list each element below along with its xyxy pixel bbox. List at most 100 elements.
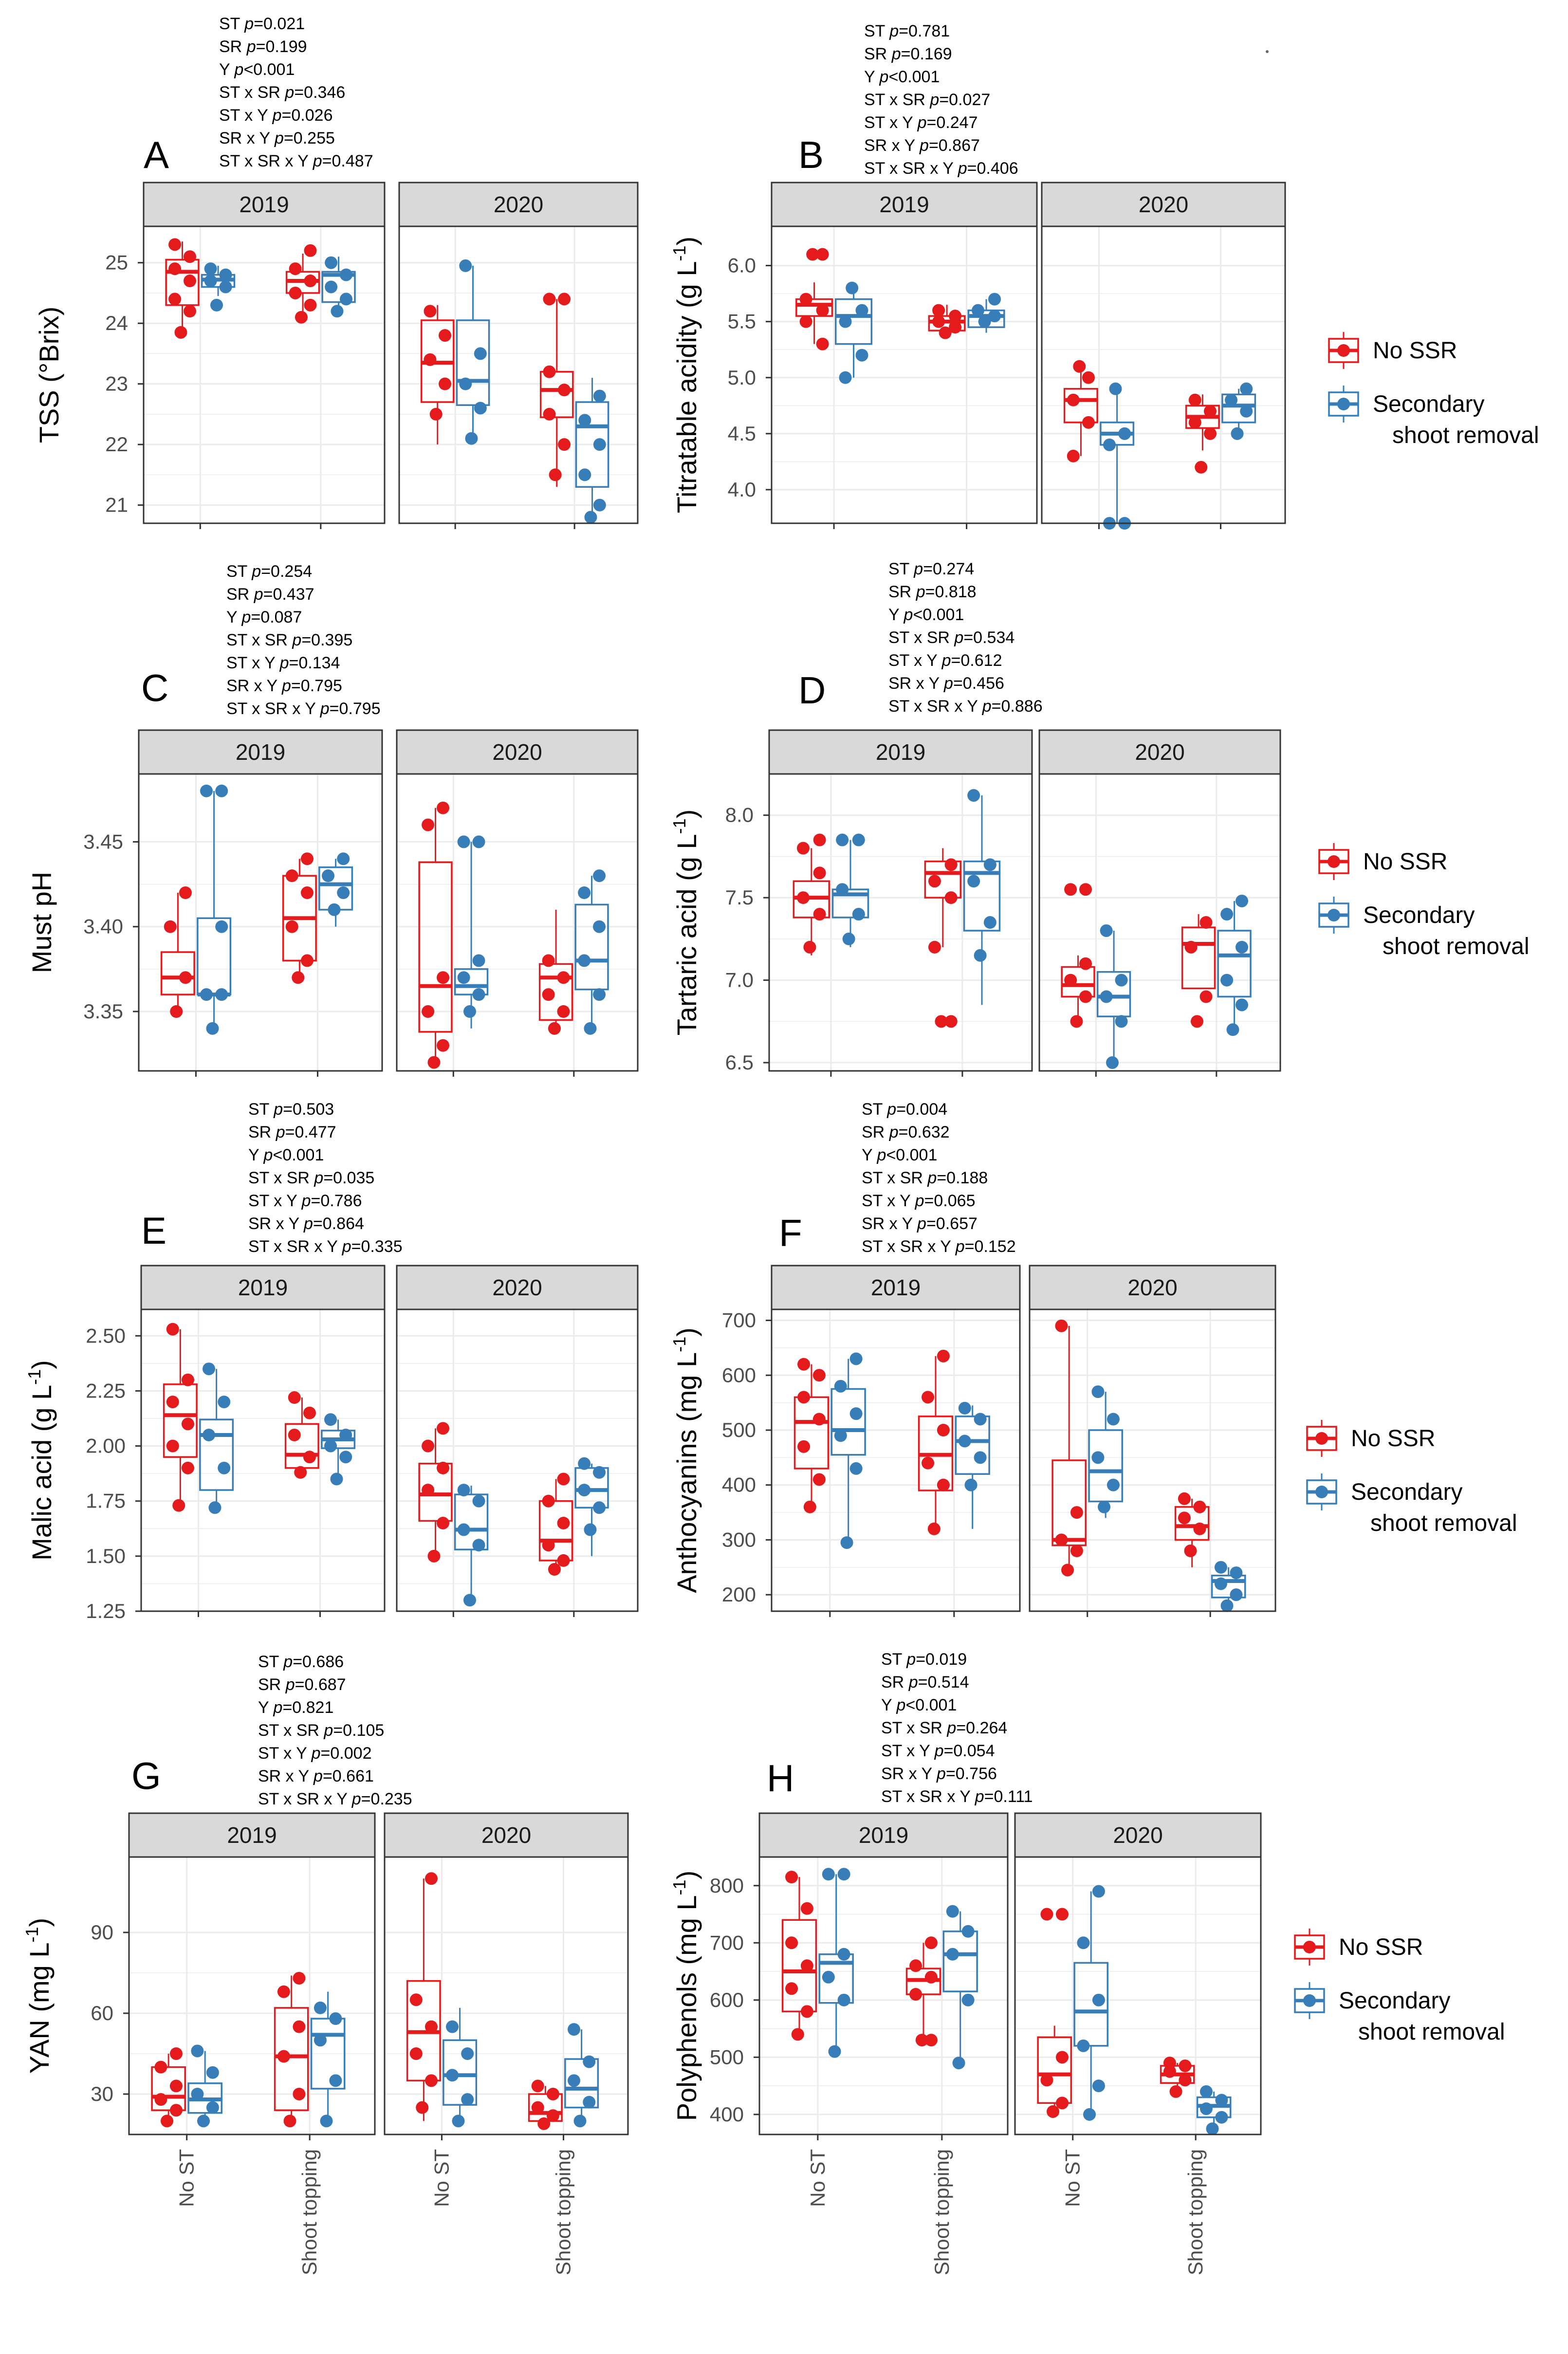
data-point bbox=[542, 954, 555, 967]
gridlines bbox=[144, 226, 385, 523]
facet-strip bbox=[143, 182, 386, 227]
box-ssr bbox=[1100, 388, 1135, 523]
data-point bbox=[988, 293, 1001, 306]
panel-border bbox=[143, 225, 386, 524]
points-ssr bbox=[1100, 924, 1128, 1069]
data-point bbox=[1220, 974, 1234, 987]
points-no-ssr bbox=[1055, 1319, 1083, 1577]
data-point bbox=[546, 2109, 559, 2122]
stat-line: ST x Y p=0.054 bbox=[881, 1742, 995, 1760]
data-point bbox=[944, 1015, 958, 1028]
stat-line: ST x SR p=0.105 bbox=[258, 1721, 384, 1740]
data-point bbox=[1188, 416, 1201, 429]
data-point bbox=[285, 920, 298, 933]
data-point bbox=[300, 852, 314, 865]
data-point bbox=[932, 315, 945, 328]
data-point bbox=[549, 468, 562, 481]
data-point bbox=[909, 1988, 922, 2001]
gridlines bbox=[1042, 226, 1285, 523]
data-point bbox=[1214, 1577, 1227, 1590]
data-point bbox=[215, 920, 228, 933]
data-point bbox=[179, 971, 192, 984]
data-point bbox=[791, 2028, 804, 2041]
panel-border bbox=[758, 1856, 1009, 2135]
data-point bbox=[797, 1358, 811, 1371]
gridlines bbox=[772, 226, 1037, 523]
data-point bbox=[204, 262, 217, 276]
gridlines bbox=[385, 1857, 628, 2134]
y-tick-label: 600 bbox=[710, 1988, 744, 2011]
stat-line: Y p=0.087 bbox=[226, 608, 302, 626]
legend: No SSR Secondary shoot removal bbox=[1294, 1929, 1505, 2045]
stat-line: SR p=0.514 bbox=[881, 1673, 969, 1692]
box-ssr bbox=[818, 1874, 854, 2052]
data-point bbox=[952, 2057, 965, 2070]
facet-label: 2020 bbox=[1139, 192, 1188, 217]
facet-label: 2019 bbox=[859, 1822, 908, 1848]
data-point bbox=[837, 1868, 850, 1881]
data-point bbox=[1055, 2097, 1069, 2110]
box-iqr bbox=[942, 1931, 978, 1992]
data-point bbox=[292, 971, 305, 984]
data-point bbox=[437, 971, 450, 984]
data-point bbox=[166, 1323, 179, 1336]
panel-H: ST p=0.019 SR p=0.514 Y p<0.001 ST x SR p=0… bbox=[669, 1650, 1262, 2275]
data-point bbox=[813, 908, 826, 921]
points-no-ssr bbox=[1184, 916, 1213, 1028]
facet-strip bbox=[396, 1265, 639, 1310]
data-point bbox=[154, 2060, 167, 2074]
y-tick-label: 2.25 bbox=[86, 1379, 126, 1402]
data-point bbox=[839, 371, 852, 384]
data-point bbox=[465, 432, 478, 445]
box-ssr bbox=[942, 1911, 978, 2063]
legend-key-point bbox=[1315, 1432, 1328, 1445]
data-point bbox=[839, 315, 852, 328]
stat-line: ST p=0.274 bbox=[888, 560, 974, 578]
stat-line: ST p=0.503 bbox=[248, 1100, 334, 1119]
data-point bbox=[330, 1472, 343, 1486]
data-point bbox=[924, 2034, 938, 2047]
box-iqr bbox=[1211, 1574, 1246, 1599]
box-ssr bbox=[830, 1359, 866, 1543]
data-point bbox=[537, 2117, 551, 2130]
data-point bbox=[169, 2104, 183, 2117]
facet-strip bbox=[1041, 182, 1286, 227]
data-point bbox=[813, 866, 826, 880]
data-point bbox=[1064, 883, 1077, 896]
panel-letter: B bbox=[798, 133, 824, 176]
data-point bbox=[1098, 1500, 1111, 1513]
data-point bbox=[164, 920, 177, 933]
data-point bbox=[578, 954, 591, 967]
data-point bbox=[1179, 2074, 1192, 2087]
data-point bbox=[329, 2012, 342, 2025]
data-point bbox=[578, 414, 591, 427]
points-no-ssr bbox=[542, 954, 570, 1035]
box-no-ssr bbox=[1051, 1325, 1087, 1570]
box-iqr bbox=[574, 903, 609, 991]
y-tick-label: 60 bbox=[91, 2002, 113, 2024]
data-point bbox=[1047, 2105, 1060, 2118]
data-point bbox=[295, 311, 308, 324]
data-point bbox=[584, 511, 597, 524]
legend-label: Secondary bbox=[1373, 391, 1484, 417]
stat-line: ST x SR x Y p=0.406 bbox=[864, 159, 1018, 178]
data-point bbox=[1106, 1056, 1119, 1069]
points-ssr bbox=[578, 869, 606, 1035]
y-tick-label: 24 bbox=[105, 312, 128, 334]
box-no-ssr bbox=[406, 1878, 441, 2121]
facet-label: 2019 bbox=[238, 1275, 288, 1300]
gridlines bbox=[399, 226, 638, 523]
data-point bbox=[168, 262, 182, 276]
data-point bbox=[578, 1457, 591, 1470]
stat-line: ST x SR x Y p=0.795 bbox=[226, 699, 381, 718]
box-iqr bbox=[835, 298, 873, 345]
box-iqr bbox=[795, 298, 833, 317]
data-point bbox=[439, 329, 452, 342]
data-point bbox=[593, 389, 606, 403]
data-point bbox=[219, 268, 232, 281]
points-no-ssr bbox=[1178, 1492, 1206, 1557]
box-iqr bbox=[418, 861, 453, 1033]
data-point bbox=[593, 988, 606, 1001]
panel-border bbox=[768, 773, 1033, 1072]
data-point bbox=[325, 256, 338, 269]
